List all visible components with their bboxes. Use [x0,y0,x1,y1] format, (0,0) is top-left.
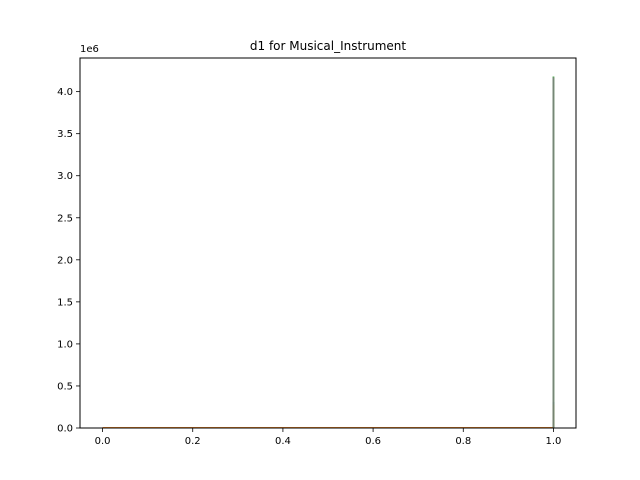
chart-title: d1 for Musical_Instrument [250,39,407,53]
y-tick-label: 3.0 [57,171,73,182]
x-tick-label: 0.8 [455,436,471,447]
y-tick-label: 0.5 [57,381,73,392]
x-tick-label: 1.0 [546,436,562,447]
y-offset-text: 1e6 [80,44,99,55]
y-tick-label: 0.0 [57,424,73,435]
axes-frame [79,57,577,429]
y-tick-label: 2.5 [57,213,73,224]
x-tick-label: 0.4 [275,436,291,447]
x-tick-label: 0.0 [95,436,111,447]
y-tick-label: 4.0 [57,87,73,98]
y-axis-ticks: 0.0 0.5 1.0 1.5 2.0 2.5 3.0 3.5 4.0 [57,87,80,435]
histogram-bar [552,77,555,428]
x-axis-ticks: 0.0 0.2 0.4 0.6 0.8 1.0 [95,428,562,447]
x-tick-label: 0.2 [185,436,201,447]
y-tick-label: 1.0 [57,339,73,350]
x-tick-label: 0.6 [365,436,381,447]
y-tick-label: 3.5 [57,129,73,140]
y-tick-label: 1.5 [57,297,73,308]
y-tick-label: 2.0 [57,255,73,266]
